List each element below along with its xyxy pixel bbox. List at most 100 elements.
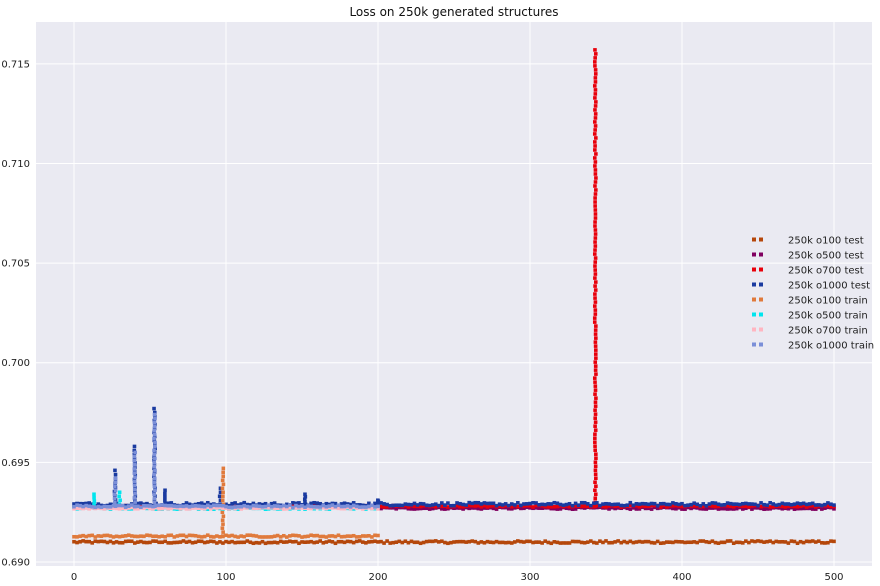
data-point bbox=[202, 502, 207, 507]
data-point bbox=[397, 503, 402, 508]
data-point bbox=[762, 507, 766, 511]
data-point bbox=[348, 502, 353, 507]
spike-point bbox=[593, 300, 598, 304]
data-point bbox=[412, 540, 417, 545]
data-point bbox=[248, 533, 253, 538]
data-point bbox=[373, 501, 377, 506]
data-point bbox=[832, 507, 836, 511]
data-point bbox=[741, 501, 745, 506]
data-point bbox=[786, 502, 791, 506]
data-point bbox=[294, 503, 298, 508]
data-point bbox=[151, 504, 155, 509]
data-point bbox=[291, 540, 295, 544]
data-point bbox=[628, 500, 633, 505]
data-point bbox=[430, 503, 435, 507]
spike-point bbox=[217, 494, 222, 499]
data-point bbox=[437, 503, 441, 508]
data-point bbox=[655, 539, 660, 544]
data-point bbox=[458, 501, 462, 506]
data-point bbox=[160, 534, 164, 539]
data-point bbox=[458, 504, 462, 509]
spike-point bbox=[593, 312, 598, 316]
data-point bbox=[133, 506, 137, 511]
data-point bbox=[184, 504, 189, 508]
data-point bbox=[361, 507, 365, 511]
data-point bbox=[719, 540, 724, 545]
data-point bbox=[674, 539, 678, 544]
data-point bbox=[78, 539, 82, 544]
data-point bbox=[753, 502, 757, 507]
spike-point bbox=[133, 473, 138, 478]
data-point bbox=[142, 506, 146, 511]
plot-area bbox=[36, 22, 872, 566]
data-point bbox=[576, 503, 581, 507]
data-point bbox=[601, 502, 605, 506]
series-250k-o1000-train bbox=[72, 412, 380, 510]
data-point bbox=[482, 501, 487, 505]
data-point bbox=[172, 540, 177, 545]
data-point bbox=[661, 503, 666, 508]
data-point bbox=[163, 534, 167, 539]
spike-point bbox=[593, 228, 598, 232]
spike-point bbox=[593, 384, 598, 388]
data-point bbox=[403, 505, 408, 510]
data-point bbox=[361, 534, 365, 538]
data-point bbox=[285, 506, 289, 511]
data-point bbox=[421, 506, 426, 511]
data-point bbox=[646, 504, 651, 509]
spike-point bbox=[593, 104, 598, 108]
data-point bbox=[312, 504, 316, 509]
spike-point bbox=[132, 448, 137, 453]
data-point bbox=[242, 540, 247, 545]
data-point bbox=[695, 540, 699, 545]
data-point bbox=[157, 534, 161, 539]
data-point bbox=[716, 504, 721, 509]
data-point bbox=[105, 540, 110, 545]
data-point bbox=[260, 535, 265, 539]
spike-point bbox=[593, 256, 598, 260]
spike-point bbox=[593, 76, 598, 80]
data-point bbox=[306, 506, 310, 511]
data-point bbox=[315, 540, 319, 544]
data-point bbox=[297, 534, 301, 538]
data-point bbox=[336, 533, 341, 538]
data-point bbox=[385, 502, 389, 507]
data-point bbox=[202, 506, 207, 511]
data-point bbox=[440, 501, 444, 505]
spike-point bbox=[593, 328, 598, 332]
spike-point bbox=[163, 495, 167, 500]
data-point bbox=[473, 506, 478, 510]
data-point bbox=[275, 506, 280, 511]
data-point bbox=[266, 535, 271, 539]
data-point bbox=[370, 503, 374, 508]
data-point bbox=[370, 535, 374, 539]
spike-point bbox=[593, 236, 598, 240]
data-point bbox=[126, 539, 131, 543]
data-point bbox=[263, 535, 268, 539]
data-point bbox=[169, 501, 174, 505]
data-point bbox=[145, 501, 149, 506]
data-point bbox=[215, 534, 219, 538]
spike-point bbox=[133, 500, 137, 504]
data-point bbox=[294, 506, 298, 510]
data-point bbox=[84, 539, 88, 544]
data-point bbox=[823, 506, 827, 510]
data-point bbox=[488, 540, 493, 545]
data-point bbox=[288, 506, 292, 510]
data-point bbox=[397, 505, 402, 510]
data-point bbox=[506, 503, 511, 508]
data-point bbox=[744, 539, 748, 543]
data-point bbox=[546, 504, 551, 509]
data-point bbox=[482, 506, 487, 510]
spike-point bbox=[593, 128, 597, 132]
data-point bbox=[190, 504, 195, 508]
data-point bbox=[199, 504, 204, 509]
data-point bbox=[792, 502, 797, 506]
data-point bbox=[455, 506, 459, 510]
data-point bbox=[704, 540, 709, 544]
data-point bbox=[327, 504, 332, 508]
data-point bbox=[807, 506, 812, 511]
data-point bbox=[129, 503, 134, 507]
data-point bbox=[643, 506, 648, 511]
data-point bbox=[780, 501, 785, 506]
